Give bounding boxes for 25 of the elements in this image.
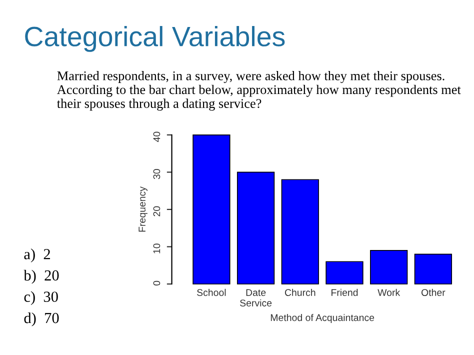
y-tick-label: 0 [153,280,160,286]
x-tick-label: Other [421,288,446,296]
text: a) 2 [24,248,50,262]
x-tick-label: Date Service [240,289,272,306]
y-tick-label: 40 [153,132,160,142]
y-tick-label: 10 [153,244,160,254]
bar [414,254,452,284]
chart-title: Categorical Variables [25,26,285,52]
y-axis-title: Frequency [138,186,148,232]
bar [192,134,230,284]
y-tick-label: 20 [153,206,160,216]
bar [281,179,319,284]
x-tick-label: School [197,288,226,296]
text: b) 20 [24,270,59,284]
text: d) 70 [24,312,59,326]
chart-subtitle: Married respondents, in a survey, were asked how they met their spouses. According to the bar chart below, approximately how many respondents met their spouses through a dating service? [57,71,461,111]
x-axis-title: Method of Acquaintance [270,314,374,324]
bar [370,250,408,284]
bar [236,172,275,284]
x-tick-label: Work [378,288,400,296]
x-tick-label: Church [284,288,316,296]
bar [326,261,364,284]
x-tick-label: Friend [332,288,358,296]
text: c) 30 [24,291,58,306]
y-tick-label: 30 [153,169,160,180]
